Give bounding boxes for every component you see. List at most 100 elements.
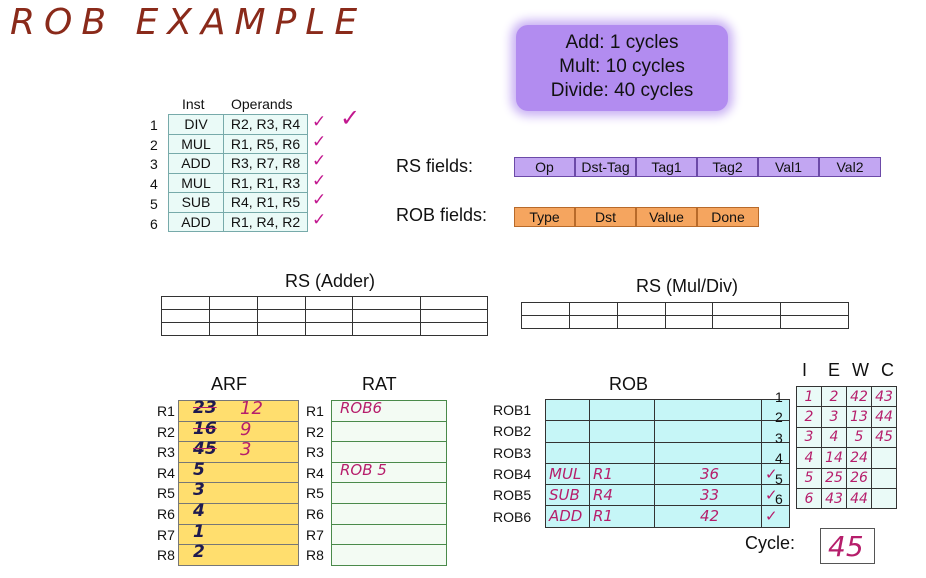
arf-cell xyxy=(178,400,299,422)
rob-entry-label: ROB1 xyxy=(493,402,532,418)
timing-i-cell: 3 xyxy=(796,426,822,449)
rob-field-value: Value xyxy=(636,207,697,227)
instruction-row: DIV R2, R3, R4 xyxy=(168,114,308,135)
arf-row xyxy=(178,544,299,566)
rat-reg-label: R2 xyxy=(306,423,324,440)
instruction-number: 4 xyxy=(150,176,158,193)
rs-cell xyxy=(352,296,422,310)
rat-row xyxy=(331,502,447,525)
inst-header: Inst xyxy=(182,96,205,112)
arf-table xyxy=(178,400,299,566)
rs-muldiv-label: RS (Mul/Div) xyxy=(636,276,738,296)
arf-row xyxy=(178,400,299,422)
rob-dst: R1 xyxy=(593,507,613,526)
timing-row: 6 43 44 xyxy=(796,487,897,510)
inst-operands: R3, R7, R8 xyxy=(223,153,308,174)
rob-row xyxy=(545,398,790,422)
timing-e-cell: 25 xyxy=(821,467,847,489)
rob-field-done: Done xyxy=(697,207,759,227)
rob-done-cell xyxy=(761,398,790,422)
rob-type-cell xyxy=(545,398,590,422)
timing-header: E xyxy=(828,360,841,380)
timing-c-cell xyxy=(871,487,897,510)
timing-header: W xyxy=(852,360,869,380)
timing-header: I xyxy=(802,360,808,380)
cycle-label: Cycle: xyxy=(745,533,796,553)
instruction-row: ADD R3, R7, R8 xyxy=(168,153,308,174)
rob-type-cell: MUL xyxy=(545,462,590,486)
rat-row xyxy=(331,420,447,443)
rob-row xyxy=(545,420,790,443)
rat-entry: ROB6 xyxy=(340,399,383,417)
timing-row-number: 3 xyxy=(775,429,783,446)
check-icon: ✓ xyxy=(312,170,327,190)
arf-row xyxy=(178,502,299,525)
arf-reg-label: R1 xyxy=(157,403,175,419)
arf-cell xyxy=(178,420,299,443)
rs-cell xyxy=(568,302,618,316)
rs-row xyxy=(161,322,488,336)
rat-entry: ROB 5 xyxy=(340,460,387,479)
timing-w-cell: 44 xyxy=(846,487,872,510)
rs-cell xyxy=(208,309,258,323)
rob-dst: R1 xyxy=(593,464,613,483)
rob-type-cell xyxy=(545,441,590,464)
timing-i-cell: 5 xyxy=(796,467,822,489)
rs-cell xyxy=(304,309,354,323)
rob-row: ADD R1 42 ✓ xyxy=(545,505,790,528)
timing-i-value: 6 xyxy=(804,490,814,507)
rob-value-cell xyxy=(654,420,762,443)
rat-cell xyxy=(331,502,447,525)
timing-row-number: 5 xyxy=(775,470,783,487)
arf-reg-label: R3 xyxy=(157,444,175,461)
arf-old-value: 1 xyxy=(193,521,205,542)
latency-divide: Divide: 40 cycles xyxy=(550,80,694,101)
rs-cell xyxy=(256,322,306,336)
timing-w-cell: 5 xyxy=(846,426,872,449)
rs-cell xyxy=(352,309,422,323)
inst-operands: R1, R4, R2 xyxy=(223,211,308,232)
timing-i-value: 5 xyxy=(804,470,814,487)
rat-reg-label: R8 xyxy=(306,547,324,564)
timing-w-value: 26 xyxy=(850,470,868,487)
rat-row xyxy=(331,461,447,484)
check-icon: ✓ xyxy=(312,209,327,229)
rob-entry-label: ROB6 xyxy=(493,508,532,525)
rs-field-tag1: Tag1 xyxy=(636,157,697,177)
instruction-row: MUL R1, R5, R6 xyxy=(168,133,308,154)
rs-cell xyxy=(304,296,354,310)
rs-cell xyxy=(420,296,488,310)
latency-add: Add: 1 cycles xyxy=(565,32,679,53)
timing-c-value: 44 xyxy=(875,409,893,426)
rs-field-dst-tag: Dst-Tag xyxy=(575,157,636,177)
arf-new-value: 12 xyxy=(240,398,263,419)
arf-cell xyxy=(178,502,299,525)
rat-row xyxy=(331,482,447,504)
inst-operands: R1, R1, R3 xyxy=(223,172,308,193)
rob-fields-label: ROB fields: xyxy=(396,205,488,225)
rat-cell xyxy=(331,523,447,546)
timing-w-value: 13 xyxy=(850,409,868,426)
rob-dst-cell xyxy=(589,398,655,422)
rob-value: 42 xyxy=(699,507,720,526)
timing-c-value: 43 xyxy=(875,388,893,405)
instruction-number: 3 xyxy=(150,156,158,173)
rat-reg-label: R7 xyxy=(306,526,324,543)
rob-entry-label: ROB3 xyxy=(493,444,532,461)
timing-w-cell: 42 xyxy=(846,385,872,408)
timing-c-cell: 44 xyxy=(871,406,897,428)
timing-i-cell: 2 xyxy=(796,406,822,428)
inst-operands: R1, R5, R6 xyxy=(223,133,308,154)
instruction-row: ADD R1, R4, R2 xyxy=(168,211,308,232)
rs-cell xyxy=(616,315,666,329)
inst-op: DIV xyxy=(168,114,224,135)
timing-row-number: 1 xyxy=(775,389,783,405)
rs-fields: Op Dst-Tag Tag1 Tag2 Val1 Val2 xyxy=(514,157,881,177)
rs-cell xyxy=(161,309,210,323)
timing-w-value: 24 xyxy=(850,449,868,466)
arf-old-value: 45 xyxy=(193,439,217,460)
arf-label: ARF xyxy=(211,374,247,394)
timing-w-cell: 26 xyxy=(846,467,872,489)
rob-entry-label: ROB4 xyxy=(493,465,532,482)
arf-old-value: 23 xyxy=(193,398,217,418)
